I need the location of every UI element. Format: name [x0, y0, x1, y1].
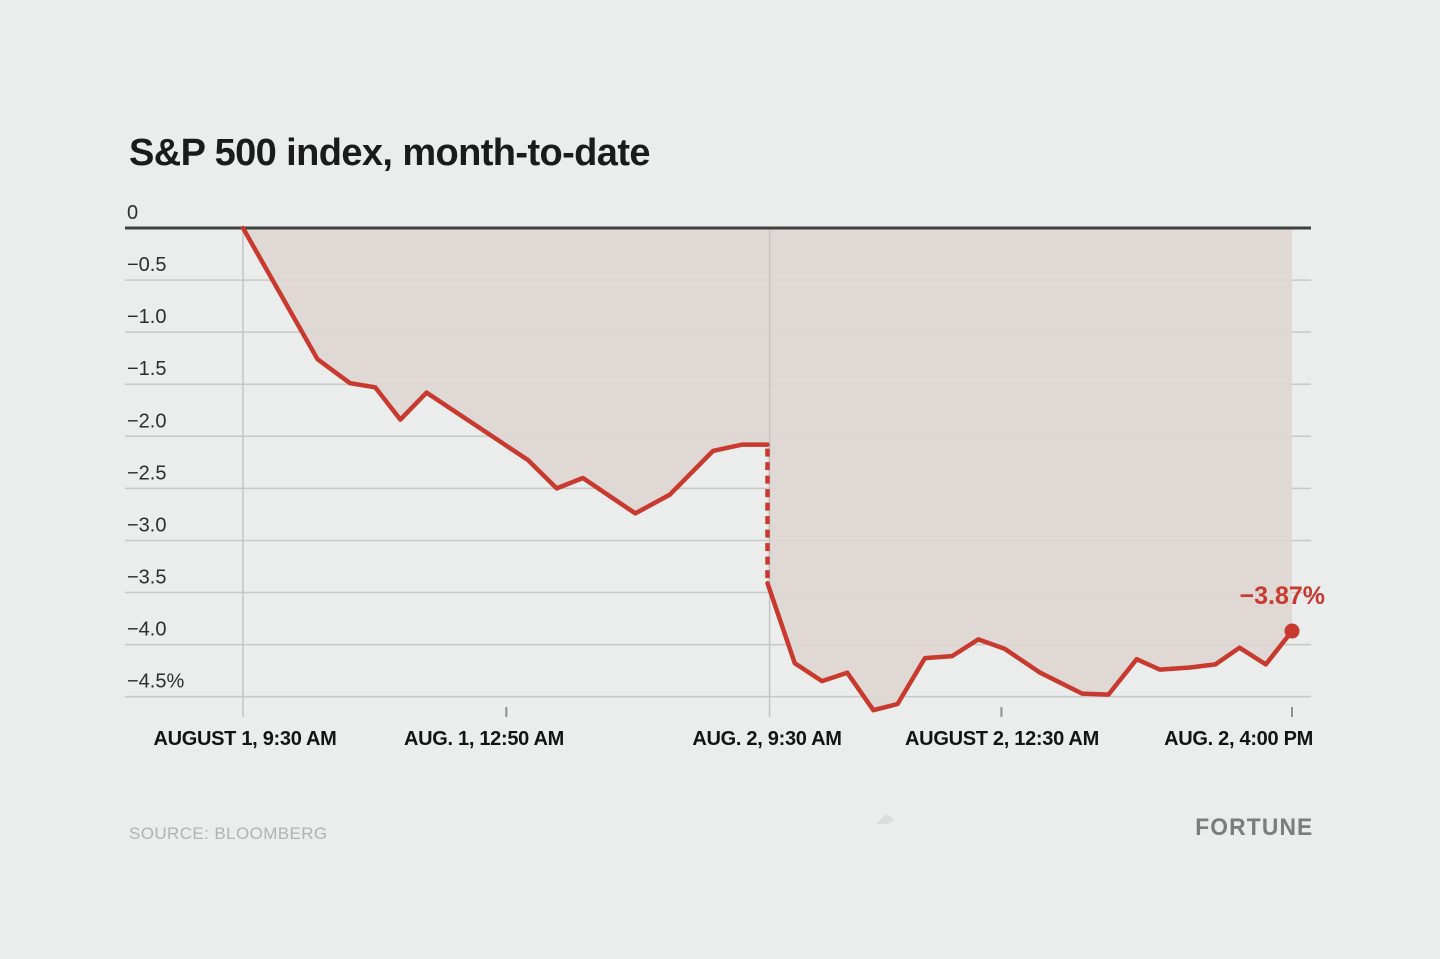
y-tick-label: −0.5: [127, 254, 166, 276]
end-value-label: −3.87%: [1240, 582, 1326, 610]
y-tick-label: −2.0: [127, 410, 166, 432]
price-line: [240, 225, 770, 516]
y-tick-label: −1.0: [127, 306, 166, 328]
y-tick-label: 0: [127, 202, 138, 224]
y-tick-label: −4.0: [127, 619, 166, 641]
y-tick-label: −3.5: [127, 567, 166, 589]
x-tick-label: AUG. 2, 9:30 AM: [692, 728, 841, 750]
x-tick-label: AUGUST 1, 9:30 AM: [153, 728, 336, 750]
x-tick-label: AUG. 1, 12:50 AM: [404, 728, 564, 750]
y-tick-label: −1.5: [127, 358, 166, 380]
x-tick-label: AUG. 2, 4:00 PM: [1164, 728, 1313, 750]
y-tick-label: −3.0: [127, 514, 166, 536]
smudge-artifact: [876, 814, 894, 824]
end-dot: [1284, 623, 1300, 639]
y-tick-label: −2.5: [127, 462, 166, 484]
source-note: SOURCE: BLOOMBERG: [129, 824, 328, 843]
x-tick-label: AUGUST 2, 12:30 AM: [905, 728, 1099, 750]
brand-logo: FORTUNE: [1194, 814, 1313, 841]
price-line: [765, 580, 1295, 713]
y-tick-label: −4.5%: [127, 671, 184, 693]
chart-title: S&P 500 index, month-to-date: [129, 132, 651, 174]
